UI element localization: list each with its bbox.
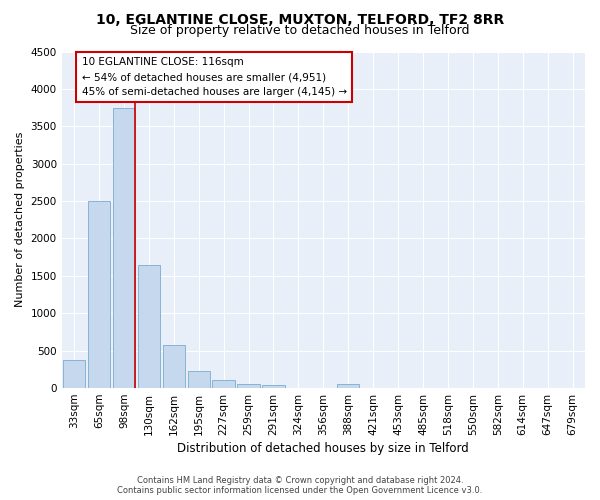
Bar (137, 266, 160, 388)
Bar (163, 344, 185, 388)
Text: Contains HM Land Registry data © Crown copyright and database right 2024.
Contai: Contains HM Land Registry data © Crown c… (118, 476, 482, 495)
Text: 10, EGLANTINE CLOSE, MUXTON, TELFORD, TF2 8RR: 10, EGLANTINE CLOSE, MUXTON, TELFORD, TF… (96, 12, 504, 26)
Bar (88, 201, 110, 388)
Bar (63, 360, 85, 388)
Bar (337, 384, 359, 388)
Text: 10 EGLANTINE CLOSE: 116sqm
← 54% of detached houses are smaller (4,951)
45% of s: 10 EGLANTINE CLOSE: 116sqm ← 54% of deta… (82, 58, 347, 97)
Bar (262, 386, 285, 388)
Bar (188, 371, 210, 388)
Bar (238, 384, 260, 388)
Text: Size of property relative to detached houses in Telford: Size of property relative to detached ho… (130, 24, 470, 37)
X-axis label: Distribution of detached houses by size in Telford: Distribution of detached houses by size … (178, 442, 469, 455)
Y-axis label: Number of detached properties: Number of detached properties (15, 132, 25, 308)
Bar (113, 108, 135, 388)
Bar (212, 380, 235, 388)
